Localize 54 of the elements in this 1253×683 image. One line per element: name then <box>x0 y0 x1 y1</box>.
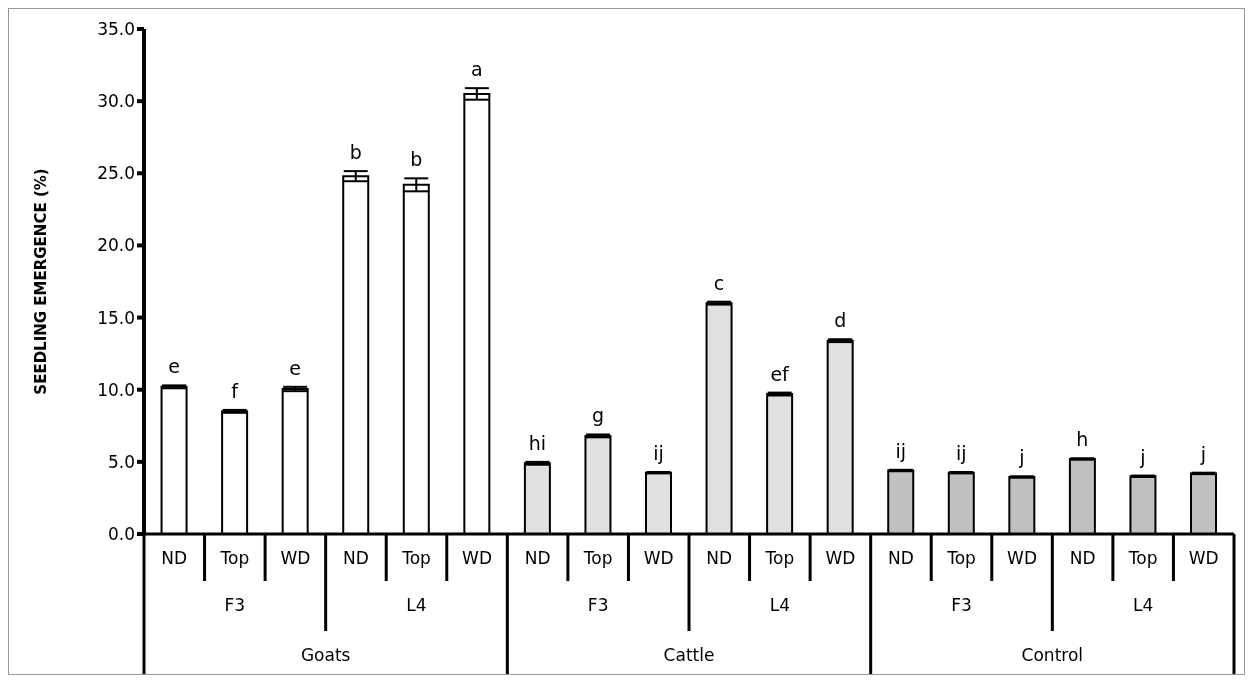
data-label: d <box>834 309 847 332</box>
x-tick-label: ND <box>888 548 914 568</box>
data-label: ij <box>895 439 907 462</box>
x-tick-label: WD <box>643 548 674 568</box>
x-tick-label: ND <box>1069 548 1096 568</box>
y-tick-label: 5.0 <box>107 451 135 472</box>
data-label: hi <box>528 431 547 454</box>
y-tick-label: 35.0 <box>97 19 135 40</box>
data-label: f <box>231 379 240 402</box>
text: F3 <box>224 595 246 615</box>
y-tick-label: 30.0 <box>97 91 135 112</box>
x-tick-label: WD <box>462 548 493 568</box>
x-tick-label: WD <box>825 548 856 568</box>
x-tick-label: Top <box>946 548 976 568</box>
text: L4 <box>406 595 427 615</box>
y-tick-label: 0.0 <box>107 524 135 545</box>
text: F3 <box>587 595 609 615</box>
text: Cattle <box>663 645 715 665</box>
data-label: ij <box>653 441 664 464</box>
y-tick-label: 10.0 <box>97 379 135 400</box>
data-label: b <box>410 148 423 171</box>
x-tick-label: ND <box>343 548 369 568</box>
data-label: j <box>1018 446 1025 469</box>
text: Control <box>1021 645 1084 665</box>
y-tick-label: 15.0 <box>97 307 135 328</box>
x-tick-label: Top <box>582 548 613 568</box>
x-tick-label: Top <box>401 548 431 568</box>
y-tick-label: 25.0 <box>97 163 135 184</box>
data-label: b <box>349 141 362 164</box>
x-tick-label: WD <box>1188 548 1219 568</box>
x-tick-label: WD <box>280 548 311 568</box>
x-tick-label: Top <box>219 548 250 568</box>
data-label: ij <box>956 441 967 464</box>
text: F3 <box>951 595 972 615</box>
x-tick-label: Top <box>764 548 795 568</box>
data-label: a <box>471 58 483 81</box>
data-label: j <box>1199 442 1207 465</box>
x-tick-label: ND <box>524 548 551 568</box>
data-label: j <box>1139 445 1146 468</box>
text: L4 <box>1133 595 1154 615</box>
y-axis-title: SEEDLING EMERGENCE (%) <box>32 168 51 395</box>
data-label: e <box>168 355 180 378</box>
text: L4 <box>769 595 790 615</box>
x-tick-label: WD <box>1007 548 1038 568</box>
data-label: e <box>289 356 302 379</box>
x-tick-label: Top <box>1127 548 1158 568</box>
data-label: c <box>713 271 725 294</box>
data-label: ef <box>770 362 791 385</box>
x-tick-label: ND <box>161 548 188 568</box>
data-label: h <box>1076 428 1089 451</box>
y-tick-label: 20.0 <box>97 235 135 256</box>
data-label: g <box>591 404 604 427</box>
x-tick-label: ND <box>706 548 733 568</box>
text: Goats <box>300 645 351 665</box>
